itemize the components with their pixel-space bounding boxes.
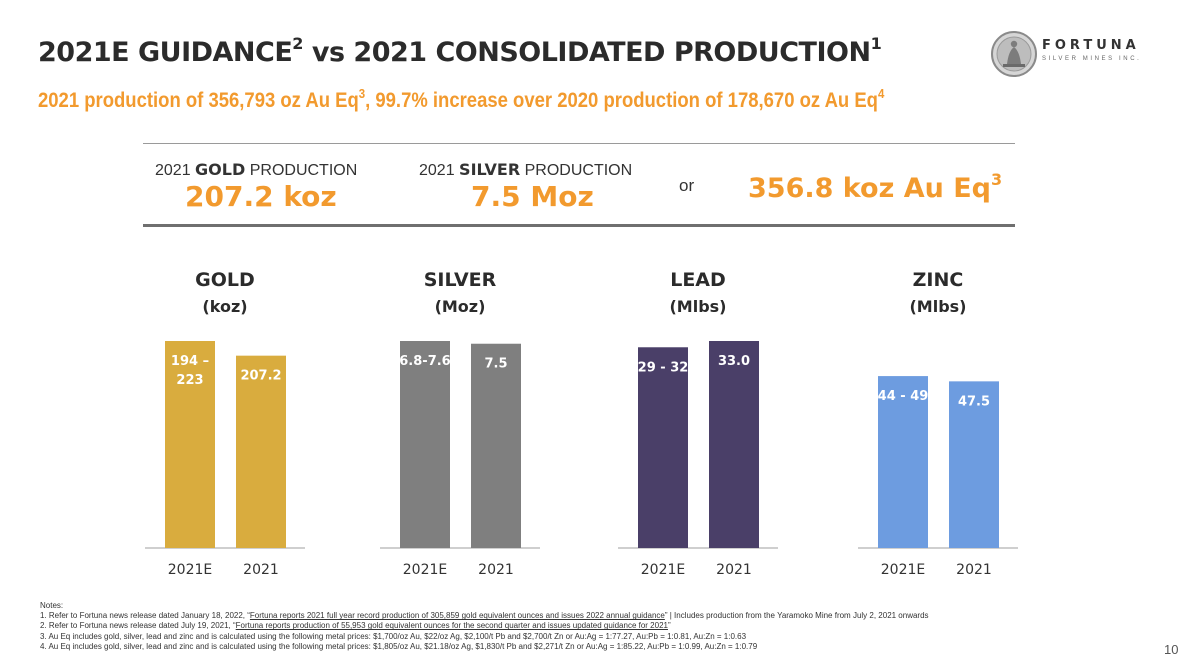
lead-chart-unit: (Mlbs) — [669, 297, 726, 316]
footnote-2-pre: 2. Refer to Fortuna news release dated J… — [40, 621, 236, 631]
silver-bar-2021 — [471, 343, 521, 548]
footnote-4: 4. Au Eq includes gold, silver, lead and… — [40, 641, 758, 651]
gold-category-label: 2021E — [168, 562, 212, 578]
silver-category-label: 2021 — [478, 562, 514, 578]
silver-chart-title: SILVER — [424, 269, 497, 291]
footnotes: Notes: 1. Refer to Fortuna news release … — [40, 601, 929, 652]
lead-bar-2021e — [638, 347, 688, 548]
gold-bar-2021 — [236, 355, 286, 548]
silver-production-value: 7.5 Moz — [471, 180, 594, 213]
silver-data-label-2021e: 6.8-7.6 — [399, 354, 450, 369]
gold-bar-2021e — [165, 341, 215, 548]
logo-tagline: SILVER MINES INC. — [1042, 56, 1142, 62]
silver-data-label-2021: 7.5 — [484, 357, 507, 372]
gold-chart-title: GOLD — [195, 269, 255, 291]
or-separator: or — [679, 176, 695, 195]
lead-bar-2021 — [709, 341, 759, 548]
lead-chart-title: LEAD — [670, 269, 726, 291]
gold-category-label: 2021 — [243, 562, 279, 578]
logo-wordmark: FORTUNA — [1042, 38, 1140, 53]
gold-data-label-2021: 207.2 — [240, 369, 281, 384]
zinc-bar-2021e — [878, 376, 928, 548]
silver-label-pre: 2021 — [419, 162, 460, 179]
page-title: 2021E GUIDANCE2 vs 2021 CONSOLIDATED PRO… — [38, 34, 882, 68]
page-number: 10 — [1164, 642, 1179, 657]
silver-label-bold: SILVER — [459, 160, 521, 179]
title-text: 2021E GUIDANCE — [38, 37, 293, 68]
page-subtitle: 2021 production of 356,793 oz Au Eq3, 99… — [38, 86, 884, 113]
zinc-category-label: 2021E — [881, 562, 925, 578]
subtitle-text-2: , 99.7% increase over 2020 production of… — [365, 89, 878, 112]
notes-heading: Notes: — [40, 601, 64, 610]
lead-data-label-2021e: 29 - 32 — [638, 360, 689, 375]
lead-data-label-2021: 33.0 — [718, 354, 750, 369]
gold-data-label-2021e: 194 – — [171, 354, 209, 369]
title-footnote-ref-2: 1 — [870, 34, 882, 53]
zinc-chart-unit: (Mlbs) — [909, 297, 966, 316]
footnote-1-pre: 1. Refer to Fortuna news release dated J… — [40, 611, 250, 621]
au-eq-production-value: 356.8 koz Au Eq3 — [748, 170, 1002, 204]
gold-production-value: 207.2 koz — [185, 180, 337, 213]
gold-data-label-2021e: 223 — [176, 373, 203, 388]
production-summary: 2021 GOLD PRODUCTION 207.2 koz 2021 SILV… — [143, 143, 1015, 227]
gold-label-post: PRODUCTION — [245, 162, 358, 179]
au-eq-footnote-ref: 3 — [991, 170, 1003, 189]
silver-production-label: 2021 SILVER PRODUCTION — [419, 160, 632, 180]
silver-bar-2021e — [400, 341, 450, 548]
gold-chart-unit: (koz) — [202, 297, 247, 316]
footnote-2-link[interactable]: Fortuna reports production of 55,953 gol… — [235, 621, 668, 631]
fortuna-logo: FORTUNA SILVER MINES INC. — [990, 30, 1150, 78]
silver-label-post: PRODUCTION — [520, 162, 633, 179]
zinc-data-label-2021: 47.5 — [958, 394, 990, 409]
subtitle-footnote-ref-2: 4 — [877, 86, 885, 101]
au-eq-value-text: 356.8 koz Au Eq — [748, 173, 991, 204]
subtitle-footnote-ref: 3 — [358, 86, 366, 101]
zinc-category-label: 2021 — [956, 562, 992, 578]
title-footnote-ref: 2 — [292, 34, 303, 53]
silver-category-label: 2021E — [403, 562, 447, 578]
lead-category-label: 2021E — [641, 562, 685, 578]
footnote-3: 3. Au Eq includes gold, silver, lead and… — [40, 631, 747, 641]
zinc-bar-2021 — [949, 381, 999, 548]
silver-chart-unit: (Moz) — [435, 297, 486, 316]
subtitle-text: 2021 production of 356,793 oz Au Eq — [38, 89, 359, 112]
gold-label-bold: GOLD — [195, 160, 246, 179]
footnote-1-post: ” | Includes production from the Yaramok… — [664, 611, 929, 621]
footnote-2-post: ” — [667, 621, 671, 631]
coin-emblem-icon — [991, 31, 1037, 77]
title-text-2: vs 2021 CONSOLIDATED PRODUCTION — [302, 37, 871, 68]
metal-production-charts: GOLD (koz) 194 – 223 2021E 207.2 2021 SILVER (Mo… — [145, 269, 1018, 578]
zinc-chart-title: ZINC — [913, 269, 964, 291]
footnote-1-link[interactable]: Fortuna reports 2021 full year record pr… — [249, 611, 665, 621]
footnote-2: 2. Refer to Fortuna news release dated J… — [40, 621, 929, 631]
lead-category-label: 2021 — [716, 562, 752, 578]
gold-production-label: 2021 GOLD PRODUCTION — [155, 160, 357, 180]
gold-label-pre: 2021 — [155, 162, 196, 179]
footnote-1: 1. Refer to Fortuna news release dated J… — [40, 611, 929, 621]
zinc-data-label-2021e: 44 - 49 — [878, 389, 929, 404]
